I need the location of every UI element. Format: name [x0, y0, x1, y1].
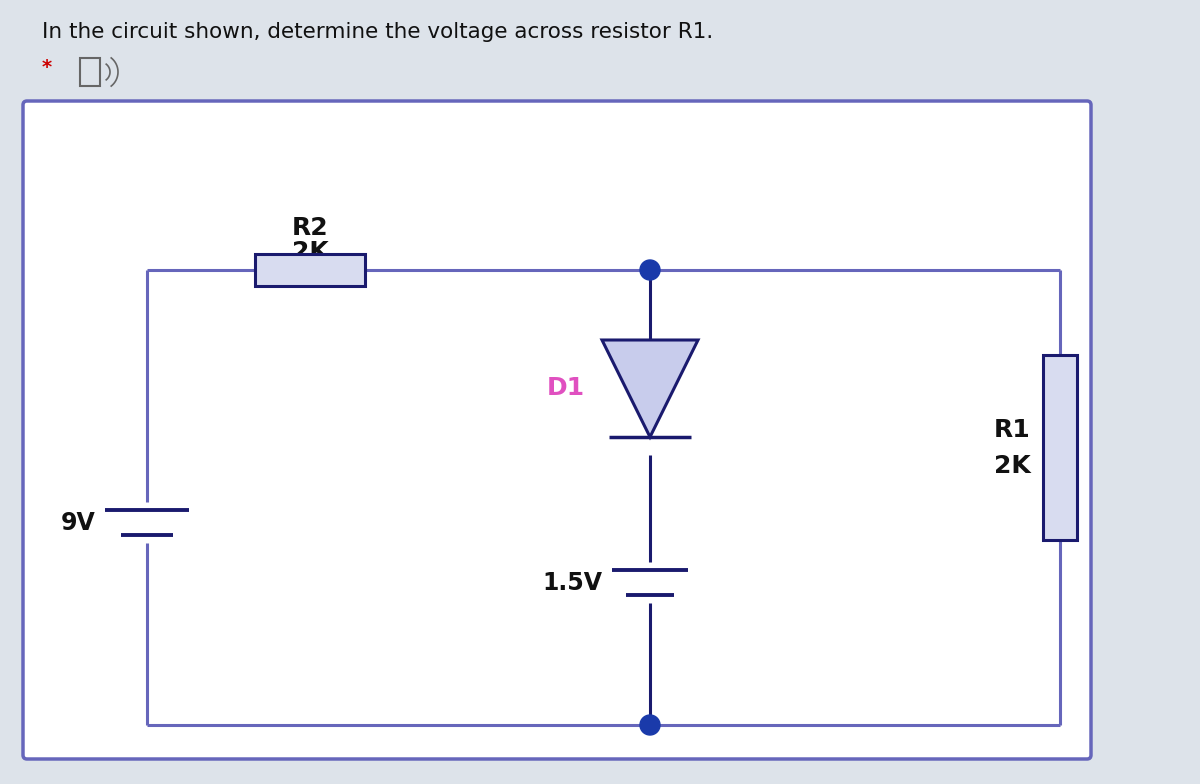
- Text: 1.5V: 1.5V: [542, 571, 602, 594]
- Text: 2K: 2K: [292, 240, 329, 264]
- Circle shape: [640, 715, 660, 735]
- FancyBboxPatch shape: [256, 254, 365, 286]
- Text: R2: R2: [292, 216, 329, 240]
- Text: *: *: [42, 58, 52, 77]
- FancyBboxPatch shape: [1043, 355, 1078, 540]
- Text: 9V: 9V: [60, 510, 95, 535]
- Circle shape: [640, 260, 660, 280]
- FancyBboxPatch shape: [23, 101, 1091, 759]
- Text: In the circuit shown, determine the voltage across resistor R1.: In the circuit shown, determine the volt…: [42, 22, 713, 42]
- Polygon shape: [602, 340, 698, 437]
- Text: R1: R1: [995, 418, 1031, 441]
- Text: 2K: 2K: [995, 453, 1031, 477]
- Text: D1: D1: [547, 376, 586, 400]
